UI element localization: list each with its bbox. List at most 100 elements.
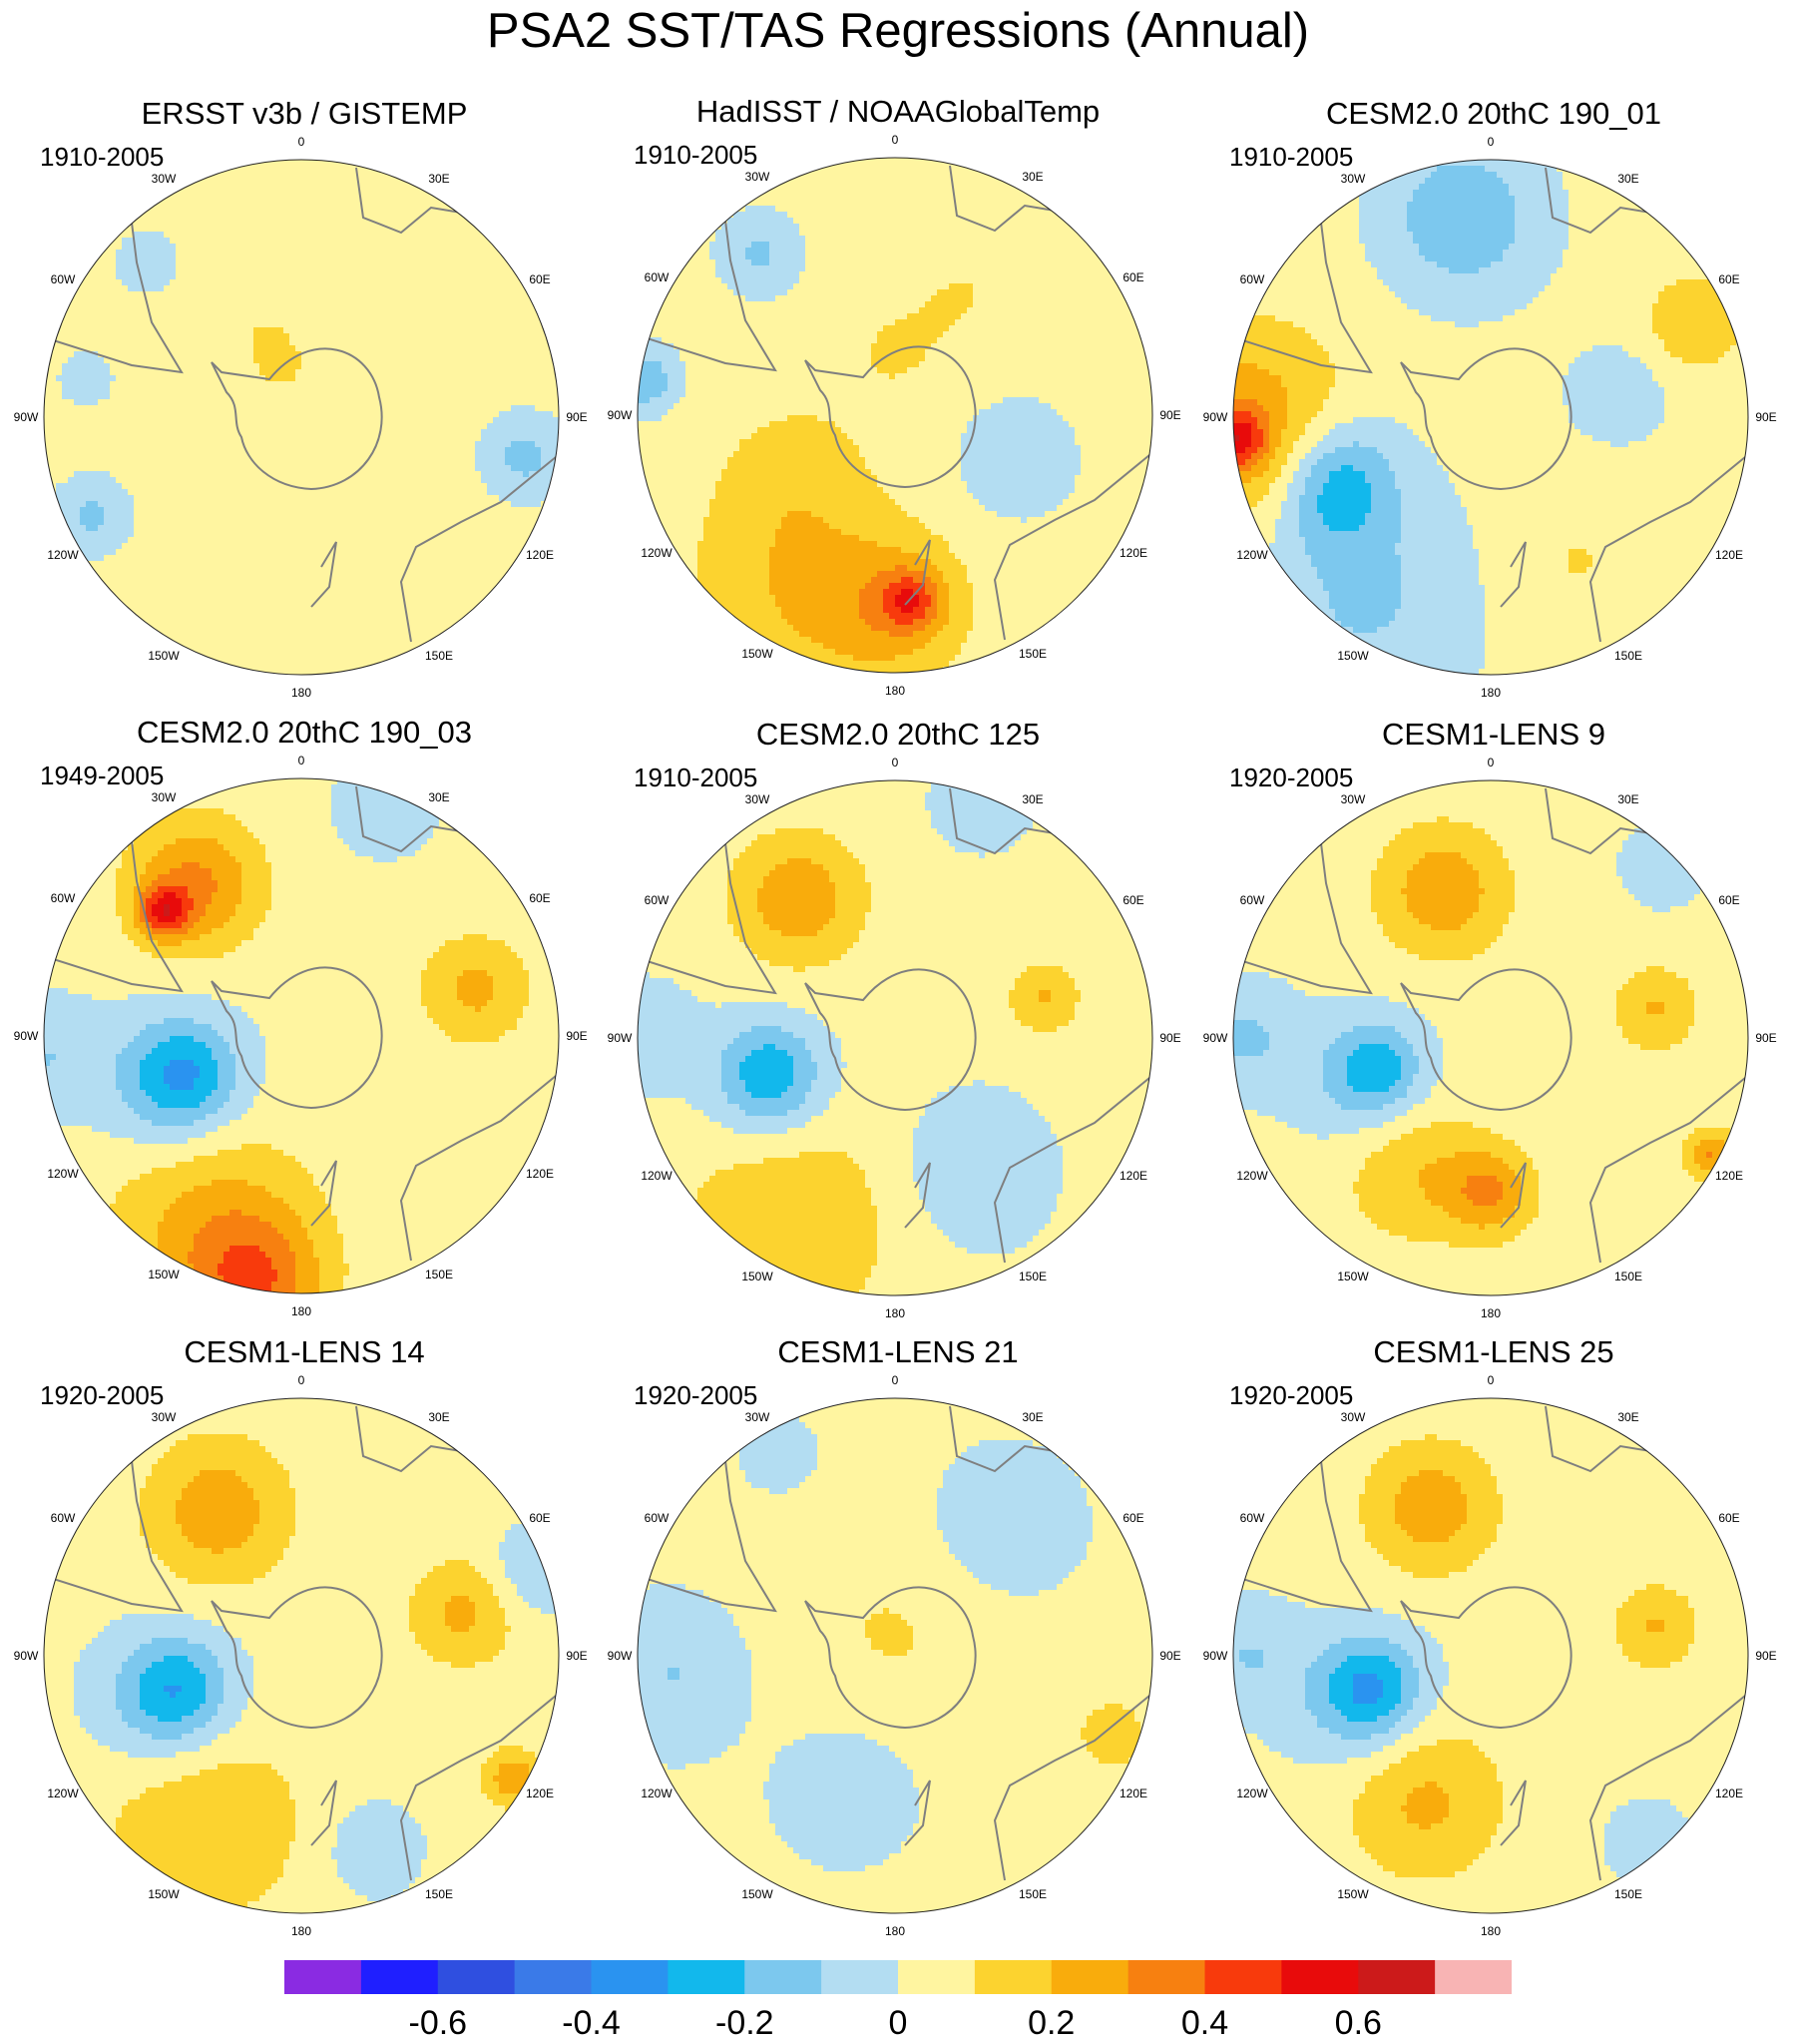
contour-cell <box>1233 1488 1366 1495</box>
contour-cell <box>1616 1014 1695 1021</box>
contour-cell <box>44 1084 117 1091</box>
longitude-label: 90E <box>566 410 587 424</box>
contour-cell <box>1628 1038 1683 1045</box>
contour-cell <box>877 1206 926 1213</box>
contour-cell <box>1449 1662 1641 1669</box>
longitude-label: 90W <box>14 410 39 424</box>
contour-cell <box>1389 1140 1516 1147</box>
contour-cell <box>182 1530 254 1537</box>
antarctica-coastline <box>1400 968 1572 1112</box>
contour-cell <box>877 1254 1152 1261</box>
contour-cell <box>1293 984 1623 991</box>
contour-cell <box>409 1608 446 1615</box>
contour-cell <box>1093 1710 1135 1717</box>
contour-cell <box>1449 1212 1516 1219</box>
contour-cell <box>44 1030 141 1037</box>
contour-cell <box>253 934 464 941</box>
contour-cell <box>1694 996 1748 1003</box>
contour-cell <box>1281 429 1306 436</box>
contour-cell <box>1359 184 1420 191</box>
contour-cell <box>638 613 698 620</box>
contour-cell <box>253 1674 559 1681</box>
contour-cell <box>745 1086 788 1093</box>
contour-cell <box>529 1602 559 1609</box>
contour-cell <box>1051 403 1152 410</box>
contour-cell <box>883 589 902 596</box>
contour-cell <box>1610 1865 1689 1872</box>
contour-cell <box>1233 1542 1372 1549</box>
contour-cell <box>409 1614 446 1621</box>
contour-cell <box>1395 1722 1420 1729</box>
contour-cell <box>1377 1548 1486 1555</box>
contour-cell <box>638 1644 746 1651</box>
contour-cell <box>1694 1620 1748 1627</box>
contour-cell <box>80 1722 129 1729</box>
contour-cell <box>931 529 1152 536</box>
contour-cell <box>1389 1044 1414 1051</box>
contour-cell <box>865 864 1152 871</box>
contour-cell <box>1365 1164 1426 1171</box>
contour-cell <box>919 1793 1152 1800</box>
contour-cell <box>937 1524 1094 1531</box>
colorbar-swatch <box>1358 1960 1436 1994</box>
contour-cell <box>1015 984 1076 991</box>
longitude-label: 120W <box>47 1787 79 1800</box>
contour-cell <box>1706 882 1748 889</box>
contour-cell <box>638 487 716 494</box>
contour-cell <box>775 828 824 835</box>
map-panel: 0 30E 60E 90E 120E 150E 180 150W 120W 90W 60W 30W C… <box>1199 717 1788 1335</box>
contour-cell <box>638 1680 752 1687</box>
contour-cell <box>1039 798 1152 805</box>
contour-cell <box>1335 609 1396 616</box>
contour-cell <box>164 1078 195 1085</box>
contour-cell <box>1622 1877 1677 1884</box>
contour-cell <box>265 844 350 851</box>
contour-cell <box>1323 483 1372 490</box>
contour-cell <box>146 1476 195 1483</box>
contour-cell <box>751 1668 1152 1675</box>
contour-cell <box>865 1620 908 1627</box>
longitude-label: 90W <box>1203 1649 1228 1663</box>
contour-cell <box>116 1686 141 1693</box>
contour-cell <box>1233 1680 1306 1687</box>
contour-cell <box>638 1722 746 1729</box>
contour-cell <box>1233 1068 1324 1075</box>
contour-cell <box>638 1146 914 1153</box>
contour-cell <box>1317 459 1390 466</box>
contour-cell <box>638 1506 938 1513</box>
contour-cell <box>1616 1020 1695 1027</box>
contour-cell <box>1365 1530 1408 1537</box>
contour-cell <box>937 595 950 602</box>
contour-cell <box>1081 1734 1141 1741</box>
contour-cell <box>1616 1626 1647 1633</box>
contour-cell <box>44 1746 111 1753</box>
contour-cell <box>877 1236 950 1243</box>
contour-cell <box>68 988 422 995</box>
contour-cell <box>775 541 878 548</box>
contour-cell <box>727 906 758 913</box>
contour-cell <box>1383 1686 1402 1693</box>
contour-cell <box>1497 1530 1748 1537</box>
contour-cell <box>799 1152 848 1159</box>
contour-cell <box>733 1128 788 1135</box>
contour-cell <box>1533 1158 1683 1165</box>
contour-cell <box>1401 1674 1420 1681</box>
contour-cell <box>1233 435 1240 442</box>
contour-cell <box>685 385 1152 392</box>
contour-cell <box>331 796 440 803</box>
contour-cell <box>638 661 728 668</box>
contour-cell <box>1383 1122 1432 1129</box>
contour-cell <box>817 1074 842 1081</box>
contour-cell <box>44 1901 165 1908</box>
contour-cell <box>638 493 716 500</box>
contour-cell <box>877 1230 944 1237</box>
contour-cell <box>1371 906 1408 913</box>
contour-cell <box>1233 1236 1408 1243</box>
map-border <box>637 157 1153 674</box>
contour-cell <box>674 403 992 410</box>
contour-cell <box>937 583 950 590</box>
contour-cell <box>1467 1518 1504 1525</box>
contour-cell <box>638 242 710 249</box>
contour-cell <box>638 1758 645 1765</box>
